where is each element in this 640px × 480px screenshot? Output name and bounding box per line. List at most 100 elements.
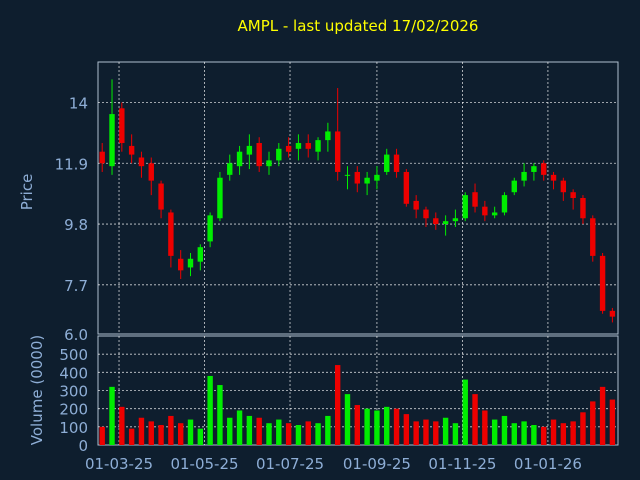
volume-tick-label: 400 xyxy=(59,364,88,382)
volume-bar xyxy=(423,419,429,445)
volume-bar xyxy=(295,425,302,445)
x-tick-label: 01-01-26 xyxy=(514,455,582,473)
volume-bar xyxy=(256,417,262,445)
x-tick-label: 01-07-25 xyxy=(256,455,324,473)
candle-body xyxy=(472,192,478,207)
candle-body xyxy=(413,200,419,210)
volume-bar xyxy=(158,425,164,445)
candle-body xyxy=(364,177,370,184)
candle-body xyxy=(442,221,449,225)
volume-bar xyxy=(403,414,410,445)
volume-bar xyxy=(148,421,154,445)
candle-body xyxy=(541,163,547,175)
volume-tick-label: 200 xyxy=(59,401,88,419)
volume-bar xyxy=(521,421,527,445)
candle-body xyxy=(187,258,194,268)
candle-body xyxy=(599,255,606,311)
volume-bar xyxy=(570,421,576,445)
volume-bar xyxy=(491,419,498,445)
candle-body xyxy=(511,180,517,193)
candle-body xyxy=(521,171,527,181)
x-tick-label: 01-05-25 xyxy=(170,455,238,473)
candle-body xyxy=(99,151,105,164)
candle-body xyxy=(462,195,468,219)
volume-bar xyxy=(472,394,478,445)
candle-body xyxy=(501,195,508,213)
candle-body xyxy=(119,108,125,144)
volume-bar xyxy=(462,379,468,445)
candle-body xyxy=(531,166,537,172)
price-tick-label: 6.0 xyxy=(64,326,88,344)
volume-bar xyxy=(236,410,243,445)
volume-bar xyxy=(227,417,233,445)
price-tick-label: 14 xyxy=(69,95,88,113)
volume-bar xyxy=(344,394,351,445)
volume-bar xyxy=(384,406,390,445)
candle-body xyxy=(109,114,115,167)
volume-bar xyxy=(442,417,449,445)
volume-bar xyxy=(177,423,184,445)
volume-bar xyxy=(501,415,508,445)
candle-body xyxy=(325,131,331,141)
volume-bar xyxy=(305,421,311,445)
volume-tick-label: 300 xyxy=(59,383,88,401)
candle-body xyxy=(246,145,253,155)
volume-bar xyxy=(590,401,596,445)
volume-bar xyxy=(207,375,213,445)
candle-body xyxy=(276,148,282,161)
candle-body xyxy=(452,218,459,222)
candle-body xyxy=(128,145,135,155)
x-tick-label: 01-03-25 xyxy=(85,455,153,473)
candle-body xyxy=(609,310,616,317)
candle-body xyxy=(354,171,360,184)
candle-body xyxy=(334,131,341,172)
x-axis: 01-03-25 01-05-25 01-07-25 01-09-25 01-11-25… xyxy=(85,455,582,473)
chart-title: AMPL - last updated 17/02/2026 xyxy=(238,17,479,35)
price-axis-label: Price xyxy=(18,174,36,211)
candle-body xyxy=(560,180,567,193)
volume-bar xyxy=(482,410,488,445)
volume-bar xyxy=(413,421,419,445)
volume-axis-label: Volume (0000) xyxy=(28,335,46,445)
candle-body xyxy=(158,183,164,210)
volume-bar xyxy=(609,399,616,445)
volume-bar xyxy=(560,423,567,445)
candle-body xyxy=(148,163,154,181)
volume-bar xyxy=(550,419,557,445)
candle-body xyxy=(305,143,311,149)
volume-bar xyxy=(393,408,400,445)
x-tick-label: 01-11-25 xyxy=(428,455,496,473)
volume-bar xyxy=(433,421,439,445)
candle-body xyxy=(295,143,302,149)
candle-body xyxy=(374,174,380,181)
candle-body xyxy=(403,171,410,204)
candle-body xyxy=(580,198,586,219)
price-tick-label: 9.8 xyxy=(64,216,88,234)
candle-body xyxy=(393,154,400,172)
volume-bar xyxy=(511,423,517,445)
volume-bar xyxy=(452,423,459,445)
candle-body xyxy=(433,218,439,225)
price-tick-label: 7.7 xyxy=(64,277,88,295)
x-tick-label: 01-09-25 xyxy=(343,455,411,473)
candle-body xyxy=(207,215,213,242)
candle-body xyxy=(344,174,351,176)
candle-body xyxy=(138,157,145,167)
volume-bar xyxy=(531,425,537,445)
volume-bar xyxy=(168,415,174,445)
volume-bar xyxy=(354,405,360,445)
volume-bar xyxy=(187,419,194,445)
candle-body xyxy=(384,154,390,172)
candle-body xyxy=(236,151,243,167)
candle-body xyxy=(266,160,272,167)
candle-body xyxy=(168,212,174,256)
candle-body xyxy=(227,163,233,175)
volume-bar xyxy=(246,415,253,445)
volume-bar xyxy=(364,408,370,445)
candle-body xyxy=(491,212,498,216)
volume-bar xyxy=(128,428,135,445)
volume-bar xyxy=(325,415,331,445)
volume-tick-label: 0 xyxy=(78,437,88,455)
